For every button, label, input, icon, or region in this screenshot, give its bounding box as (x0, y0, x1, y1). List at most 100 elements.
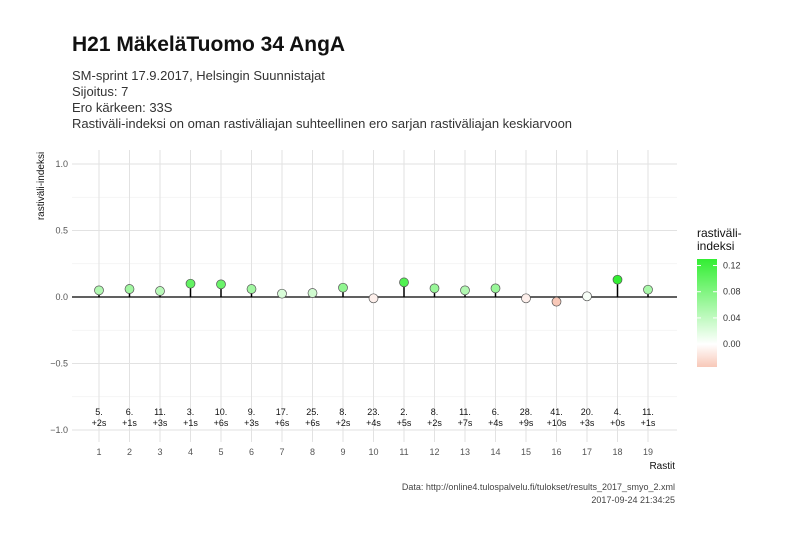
data-point (124, 284, 135, 294)
legend-colorbar (697, 259, 717, 367)
subtitle-description: Rastiväli-indeksi on oman rastiväliajan … (72, 116, 573, 131)
rank-label: 11. (459, 407, 471, 417)
diff-label: +3s (153, 418, 168, 428)
diff-label: +6s (305, 418, 320, 428)
diff-label: +2s (427, 418, 442, 428)
rank-label: 28. (520, 407, 533, 417)
y-tick-label: 0.0 (55, 292, 68, 302)
data-point (399, 277, 409, 288)
rank-label: 20. (581, 407, 594, 417)
x-tick-label: 15 (521, 447, 531, 457)
y-tick-label: −1.0 (50, 425, 68, 435)
data-point (612, 274, 623, 285)
diff-label: +7s (458, 418, 473, 428)
diff-label: +2s (336, 418, 351, 428)
rank-label: 8. (431, 407, 439, 417)
x-tick-label: 9 (340, 447, 345, 457)
data-point (216, 279, 226, 290)
x-tick-label: 5 (218, 447, 223, 457)
x-tick-label: 11 (399, 447, 408, 457)
rank-label: 10. (215, 407, 228, 417)
legend-tick-label: 0.08 (723, 287, 741, 297)
data-point (582, 291, 592, 302)
subtitle-placement: Sijoitus: 7 (72, 84, 129, 99)
subtitle-gap: Ero kärkeen: 33S (72, 100, 173, 115)
diff-label: +1s (122, 418, 137, 428)
rank-label: 23. (367, 407, 380, 417)
y-tick-label: 1.0 (55, 159, 68, 169)
data-point (368, 293, 379, 304)
x-tick-label: 14 (490, 447, 500, 457)
diff-label: +9s (519, 418, 534, 428)
data-point (521, 293, 531, 304)
rank-label: 4. (614, 407, 622, 417)
subtitle-event: SM-sprint 17.9.2017, Helsingin Suunnista… (72, 68, 325, 83)
x-axis-ticks: 1 2 3 4 5 6 7 8 9 10 11 12 13 14 15 16 17 18 19 (96, 447, 653, 457)
rank-label: 5. (95, 407, 103, 417)
y-tick-label: −0.5 (50, 359, 68, 369)
legend-tick-label: 0.00 (723, 339, 741, 349)
diff-label: +10s (547, 418, 567, 428)
diff-label: +2s (92, 418, 107, 428)
x-tick-label: 8 (310, 447, 315, 457)
rank-label: 17. (276, 407, 289, 417)
y-tick-label: 0.5 (55, 226, 68, 236)
data-source: Data: http://online4.tulospalvelu.fi/tul… (401, 482, 675, 492)
x-tick-label: 4 (188, 447, 193, 457)
diff-label: +6s (214, 418, 229, 428)
data-point (155, 286, 165, 296)
data-point (185, 278, 196, 289)
data-point (643, 284, 653, 295)
data-point (246, 284, 257, 294)
x-tick-label: 7 (279, 447, 284, 457)
y-axis-label: rastiväli-indeksi (36, 152, 47, 220)
x-tick-label: 17 (582, 447, 592, 457)
data-point (551, 296, 562, 307)
data-point (460, 285, 470, 296)
x-tick-label: 10 (368, 447, 378, 457)
x-axis-label: Rastit (649, 461, 675, 472)
rank-label: 9. (248, 407, 256, 417)
x-tick-label: 1 (96, 447, 101, 457)
diff-label: +3s (244, 418, 259, 428)
x-tick-label: 16 (551, 447, 561, 457)
timestamp: 2017-09-24 21:34:25 (591, 495, 675, 505)
diff-label: +6s (275, 418, 290, 428)
legend-tick-label: 0.04 (723, 313, 741, 323)
point-labels: 5.+2s6.+1s11.+3s3.+1s10.+6s9.+3s17.+6s25… (92, 407, 656, 428)
x-tick-label: 6 (249, 447, 254, 457)
x-tick-label: 12 (429, 447, 439, 457)
data-point (94, 285, 104, 296)
rank-label: 2. (400, 407, 408, 417)
legend-title-line2: indeksi (697, 239, 735, 253)
rank-label: 6. (126, 407, 134, 417)
x-tick-label: 18 (612, 447, 622, 457)
legend-title: rastiväli- indeksi (697, 227, 742, 253)
rank-label: 3. (187, 407, 195, 417)
x-tick-label: 19 (643, 447, 653, 457)
rank-label: 8. (339, 407, 347, 417)
y-axis-ticks: −1.0 −0.5 0.0 0.5 1.0 (50, 159, 68, 435)
chart-title: H21 MäkeläTuomo 34 AngA (72, 33, 346, 56)
diff-label: +5s (397, 418, 412, 428)
diff-label: +4s (488, 418, 503, 428)
data-point (307, 288, 318, 298)
rank-label: 6. (492, 407, 500, 417)
data-point (338, 282, 348, 293)
diff-label: +4s (366, 418, 381, 428)
diff-label: +1s (183, 418, 198, 428)
rank-label: 25. (306, 407, 319, 417)
data-point (490, 283, 501, 294)
legend-title-line1: rastiväli- (697, 226, 742, 240)
x-tick-label: 2 (127, 447, 132, 457)
legend-tick-label: 0.12 (723, 261, 741, 271)
data-points (94, 274, 653, 307)
diff-label: +3s (580, 418, 595, 428)
diff-label: +1s (641, 418, 656, 428)
data-point (429, 283, 440, 294)
x-tick-label: 3 (157, 447, 162, 457)
rank-label: 41. (550, 407, 563, 417)
diff-label: +0s (610, 418, 625, 428)
rank-label: 11. (642, 407, 654, 417)
